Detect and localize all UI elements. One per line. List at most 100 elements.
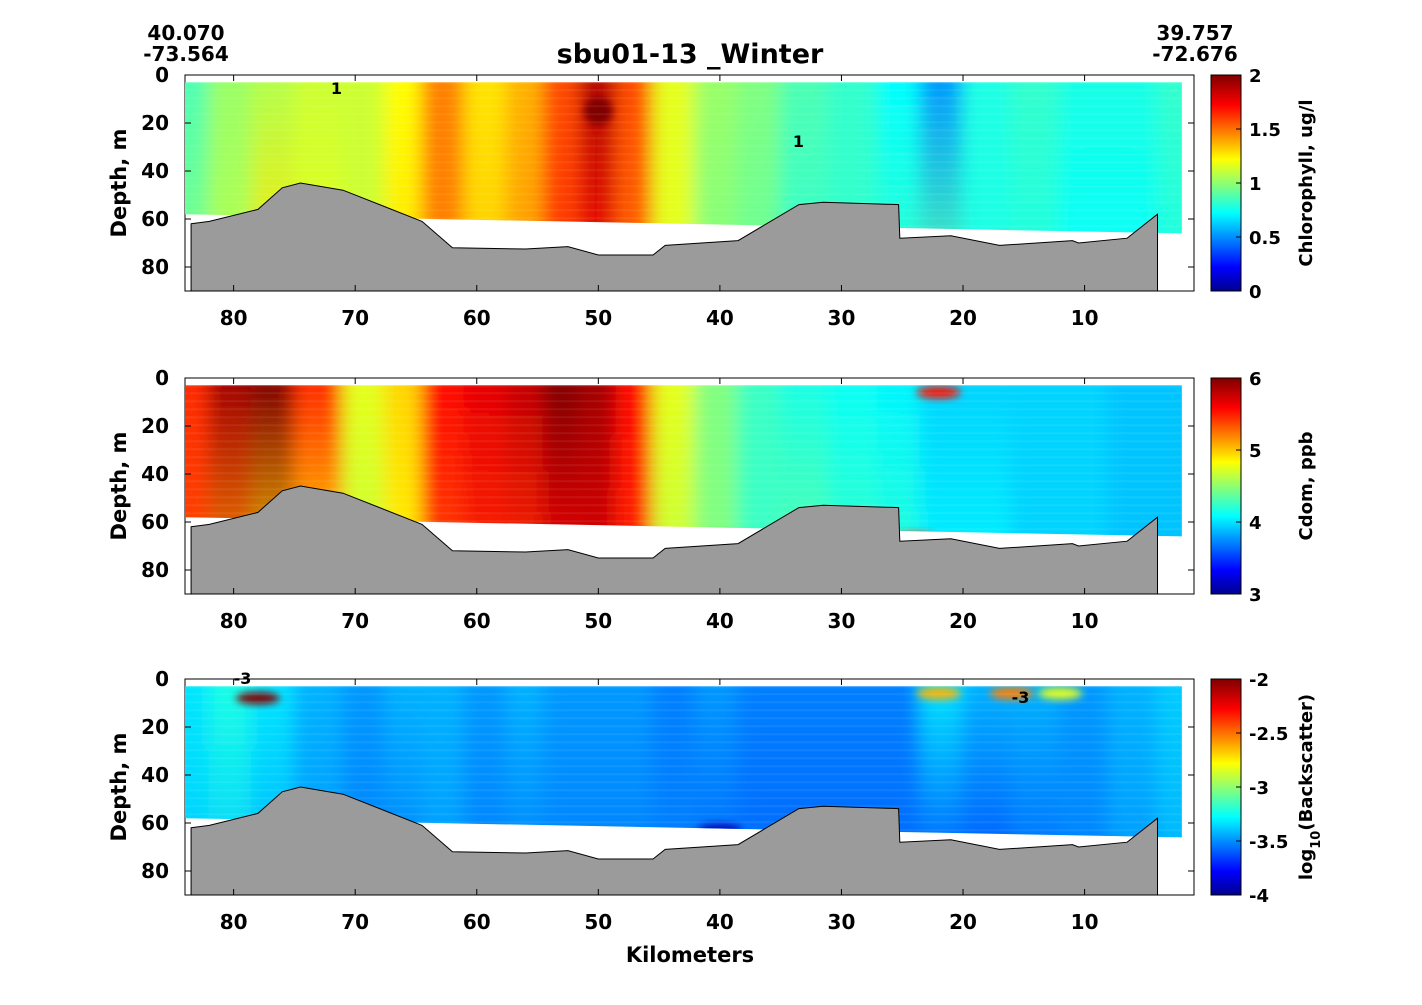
field-column	[1059, 385, 1110, 537]
field-column	[506, 686, 545, 838]
field-maximum	[584, 97, 613, 125]
y-axis-label: Depth, m	[107, 129, 131, 238]
field-column	[185, 82, 211, 234]
x-tick-label: 10	[1071, 609, 1099, 633]
x-tick-label: 60	[463, 609, 491, 633]
colorbar-tick-label: 6	[1249, 369, 1262, 390]
y-tick-label: 20	[141, 111, 169, 135]
colorbar-label: log10(Backscatter)	[1296, 694, 1324, 880]
contour-label: -3	[234, 669, 252, 688]
backscatter-panel: -3 -3 80 70 60 50 40 30 20 10 0 20 40 60 80 Depth, m -2 -…	[107, 667, 1324, 934]
field-column	[962, 385, 1013, 537]
field-column	[185, 686, 211, 838]
x-tick-label: 80	[220, 910, 248, 934]
colorbar-tick-label: 1.5	[1249, 120, 1281, 141]
x-tick-label: 20	[949, 910, 977, 934]
field-column	[652, 686, 697, 838]
field-column	[463, 82, 509, 234]
field-column	[542, 385, 582, 537]
x-tick-label: 40	[706, 306, 734, 330]
y-tick-label: 20	[141, 414, 169, 438]
field-column	[1010, 385, 1062, 537]
y-tick-label: 80	[141, 558, 169, 582]
field-column	[919, 82, 965, 234]
field-column	[384, 686, 424, 838]
field-column	[185, 385, 211, 537]
left-latitude: 40.070	[147, 21, 224, 45]
field-column	[919, 686, 965, 838]
field-column	[1059, 82, 1110, 234]
colorbar-tick-label: 1	[1249, 174, 1262, 195]
field-column	[652, 82, 697, 234]
x-tick-label: 50	[584, 910, 612, 934]
field-column	[694, 82, 740, 234]
x-tick-label: 50	[584, 609, 612, 633]
x-tick-label: 80	[220, 609, 248, 633]
field-column	[421, 686, 466, 838]
field-column	[542, 82, 582, 234]
right-longitude: -72.676	[1152, 42, 1237, 66]
field-patch	[916, 687, 961, 700]
colorbar-tick-label: 5	[1249, 441, 1262, 462]
field-column	[652, 385, 697, 537]
colorbar-tick-label: -2	[1249, 670, 1269, 691]
field-column	[962, 82, 1013, 234]
y-tick-label: 60	[141, 207, 169, 231]
left-longitude: -73.564	[143, 42, 228, 66]
y-tick-label: 60	[141, 510, 169, 534]
field-column	[615, 385, 655, 537]
y-tick-label: 40	[141, 462, 169, 486]
x-tick-label: 30	[828, 609, 856, 633]
x-tick-label: 70	[341, 609, 369, 633]
field-column	[615, 82, 655, 234]
field-column	[421, 385, 466, 537]
field-column	[579, 385, 618, 537]
field-column	[506, 82, 545, 234]
x-tick-label: 80	[220, 306, 248, 330]
field-column	[615, 686, 655, 838]
colorbar-tick-label: -4	[1249, 886, 1269, 907]
x-tick-label: 30	[828, 306, 856, 330]
y-tick-label: 20	[141, 715, 169, 739]
field-column	[506, 385, 545, 537]
colorbar-tick-label: 2	[1249, 66, 1262, 87]
seafloor	[190, 485, 1159, 595]
y-tick-label: 0	[155, 667, 169, 691]
y-tick-label: 80	[141, 859, 169, 883]
field-column	[1010, 686, 1062, 838]
seafloor	[190, 786, 1159, 896]
y-tick-label: 60	[141, 811, 169, 835]
field-column	[737, 82, 782, 234]
seafloor	[190, 182, 1159, 292]
field-column	[1107, 385, 1159, 537]
contour-label: 1	[793, 132, 804, 151]
field-column	[384, 385, 424, 537]
chlorophyll-panel: 1 1 1 80 70 60 50 40 30 20 10 0 20 40 60 80 Depth, m 2 1.5…	[107, 63, 1317, 330]
x-tick-label: 40	[706, 910, 734, 934]
field-column	[463, 385, 509, 537]
field-column	[208, 686, 253, 838]
y-tick-label: 80	[141, 255, 169, 279]
field-column	[1059, 686, 1110, 838]
y-axis-label: Depth, m	[107, 432, 131, 541]
field-column	[542, 686, 582, 838]
x-tick-label: 10	[1071, 306, 1099, 330]
contour-label: 1	[331, 79, 342, 98]
field-patch	[235, 692, 280, 705]
colorbar-label: Cdom, ppb	[1296, 431, 1317, 540]
contour-label: -3	[1012, 688, 1030, 707]
x-tick-label: 30	[828, 910, 856, 934]
x-tick-label: 60	[463, 910, 491, 934]
figure-title: sbu01-13 _Winter	[557, 39, 824, 70]
field-column	[1107, 686, 1159, 838]
colorbar-label: Chlorophyll, ug/l	[1296, 99, 1317, 266]
field-column	[208, 82, 253, 234]
x-tick-label: 20	[949, 609, 977, 633]
field-column	[962, 686, 1013, 838]
cdom-panel: 80 70 60 50 40 30 20 10 0 20 40 60 80 Depth, m 6 5 4 3 Cdo…	[107, 366, 1317, 633]
field-column	[208, 385, 253, 537]
y-tick-label: 40	[141, 159, 169, 183]
field-patch	[1038, 687, 1083, 700]
field-column	[463, 686, 509, 838]
